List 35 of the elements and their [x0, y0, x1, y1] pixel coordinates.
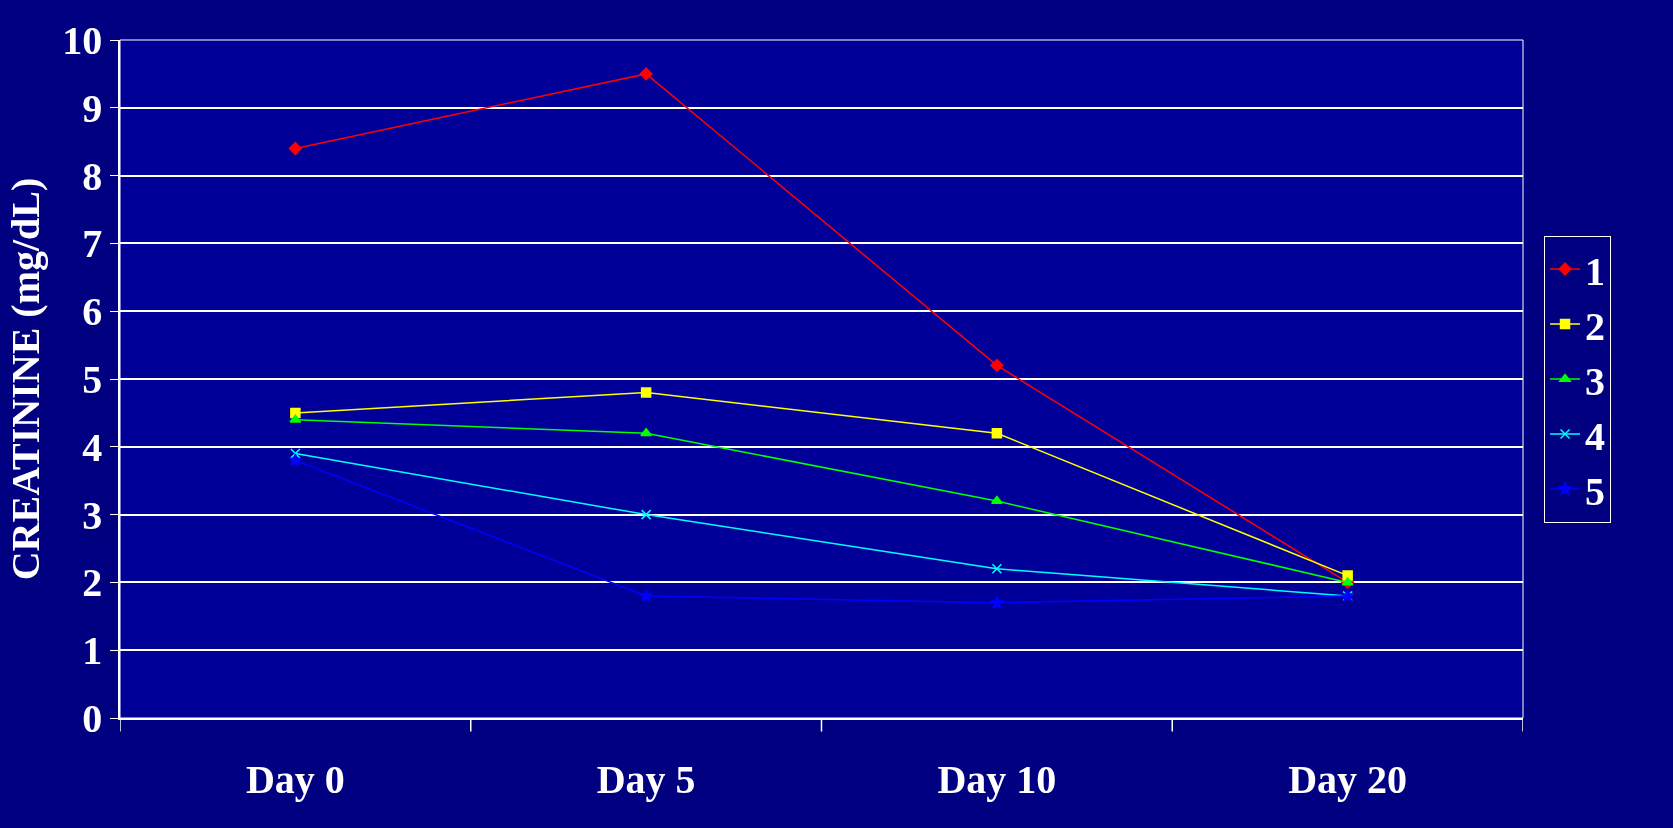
y-tick-label: 1 [82, 628, 103, 674]
point [639, 588, 653, 602]
point [991, 427, 1003, 439]
legend-label: 3 [1585, 358, 1606, 404]
y-tick-label: 2 [82, 560, 103, 606]
legend-label: 5 [1585, 468, 1606, 514]
legend-label: 1 [1585, 248, 1606, 294]
x-tick-label: Day 0 [245, 756, 345, 802]
legend-label: 2 [1585, 303, 1606, 349]
y-tick-label: 0 [82, 696, 103, 741]
x-tick-label: Day 20 [1288, 756, 1408, 802]
y-tick-label: 7 [82, 221, 103, 267]
y-tick-label: 6 [82, 289, 103, 335]
y-tick-label: 9 [82, 85, 103, 131]
point [640, 509, 652, 520]
point [990, 358, 1004, 373]
y-tick-label: 10 [62, 18, 103, 63]
point [288, 453, 303, 467]
point [990, 595, 1004, 609]
point [640, 427, 653, 437]
point [990, 495, 1003, 505]
point [290, 407, 301, 419]
point [640, 387, 652, 398]
y-tick-label: 5 [82, 357, 103, 402]
point [991, 563, 1003, 575]
point [288, 141, 302, 156]
x-tick-label: Day 5 [596, 756, 696, 802]
y-tick-label: 8 [82, 153, 103, 199]
y-tick-label: 3 [82, 492, 103, 538]
x-tick-label: Day 10 [937, 756, 1057, 802]
point [639, 67, 653, 81]
y-tick-label: 4 [82, 424, 103, 470]
point [290, 448, 301, 459]
y-axis-title: CREATININE (mg/dL) [3, 177, 49, 581]
legend-label: 4 [1585, 413, 1606, 459]
